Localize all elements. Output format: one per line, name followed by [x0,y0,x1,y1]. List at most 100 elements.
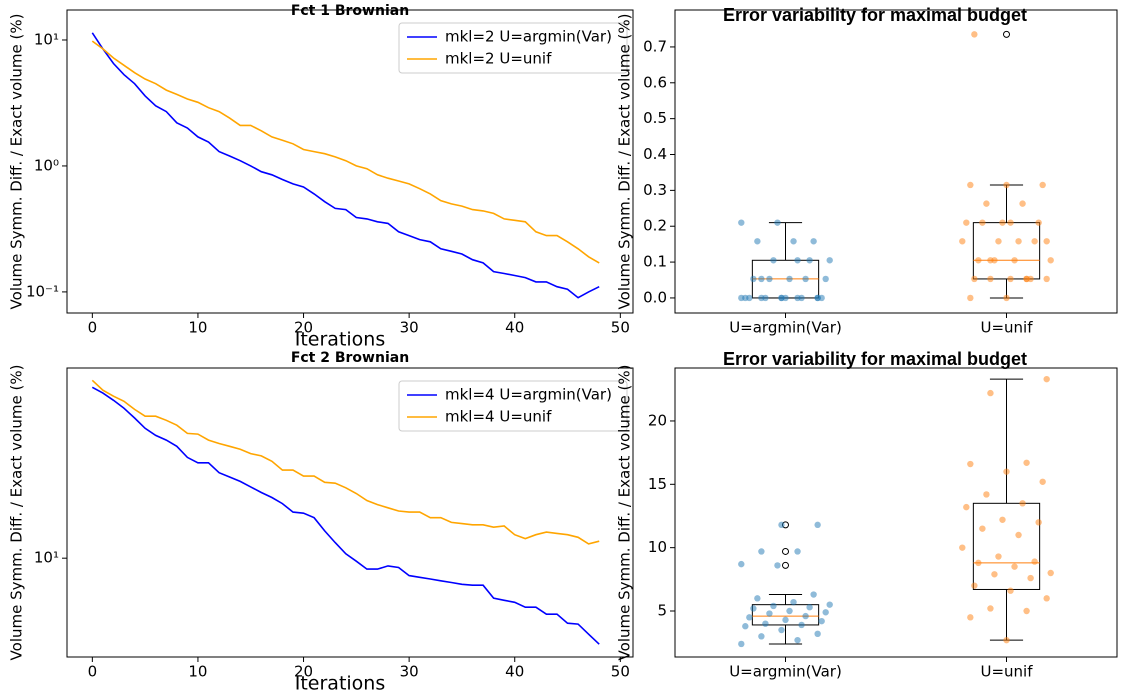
y-axis-label: Volume Symm. Diff. / Exact volume (%) [8,365,26,661]
jitter-point [814,630,821,638]
jitter-point [1003,468,1010,475]
jitter-point [746,614,753,621]
axes-frame [674,9,1118,314]
legend-label: mkl=2 U=argmin(Var) [445,28,612,46]
jitter-point [991,571,998,578]
jitter-point [1019,200,1026,207]
line-series [91,32,600,299]
jitter-point [1007,275,1014,283]
jitter-point [1003,636,1010,644]
y-tick-label: 10⁻¹ [26,282,59,300]
line-series [91,386,600,645]
jitter-point [798,621,805,629]
jitter-point [750,605,757,612]
jitter-point [806,257,813,264]
jitter-point [1011,563,1018,570]
legend-box [398,380,628,432]
jitter-point [1011,257,1018,264]
y-tick-label: 10⁰ [34,156,59,174]
x-tick-label: 10 [188,319,207,337]
x-tick-label: U=unif [980,663,1033,681]
jitter-point [975,257,982,264]
jitter-point [1047,569,1054,577]
y-tick-label: 15 [648,475,667,493]
jitter-point [794,636,801,644]
flier [1003,30,1010,38]
y-tick-label: 0.7 [643,37,667,55]
jitter-point [822,275,829,283]
y-tick-label: 0.0 [643,288,667,306]
x-tick-label: U=unif [980,319,1033,337]
x-tick-label: U=argmin(Var) [729,663,842,681]
jitter-point [1035,219,1042,226]
legend-box [398,22,628,74]
jitter-point [959,544,966,551]
jitter-point [1019,500,1026,507]
jitter-point [971,275,978,283]
box [972,502,1041,590]
jitter-point [1003,294,1010,302]
x-axis-label: Iterations [295,673,386,691]
jitter-point [750,275,757,283]
y-tick-label: 10 [648,538,667,556]
jitter-point [995,553,1002,560]
jitter-point [983,491,990,498]
jitter-point [1035,519,1042,526]
y-tick-label: 0.5 [643,109,667,127]
jitter-point [987,605,994,612]
panel: Error variability for maximal budget Volu… [616,5,1118,337]
jitter-point [1003,181,1010,189]
line-series [91,40,600,264]
axes-frame [66,367,634,658]
jitter-point [790,598,797,606]
jitter-point [1039,181,1046,189]
chart-title: Error variability for maximal budget [723,349,1027,369]
jitter-point [967,181,974,189]
jitter-point [1027,574,1034,582]
jitter-point [967,614,974,621]
jitter-point [971,31,978,38]
jitter-point [762,620,769,627]
line-series [91,379,600,545]
y-tick-label: 0.2 [643,217,667,235]
jitter-point [1043,375,1050,383]
x-tick-label: 20 [294,663,313,681]
jitter-point [766,610,773,617]
jitter-point [774,562,781,569]
box [972,222,1041,280]
x-axis-label: Iterations [295,329,386,351]
axes-frame [66,9,634,314]
jitter-point [822,609,829,616]
jitter-point [826,257,833,264]
jitter-point [1023,459,1030,466]
y-tick-label: 10¹ [34,549,59,567]
jitter-point [786,275,793,283]
jitter-point [786,607,793,615]
chart-title: Fct 2 Brownian [291,350,409,366]
jitter-point [818,617,825,625]
jitter-point [1043,275,1050,283]
jitter-point [1015,238,1022,245]
x-tick-label: 30 [400,663,419,681]
legend-label: mkl=4 U=unif [445,408,552,426]
jitter-point [814,294,821,302]
y-tick-label: 20 [648,411,667,429]
jitter-point [1015,531,1022,539]
x-tick-label: U=argmin(Var) [729,319,842,337]
jitter-point [983,200,990,207]
jitter-point [1043,595,1050,602]
jitter-point [738,560,745,568]
jitter-point [995,238,1002,245]
jitter-point [1007,219,1014,226]
jitter-point [778,626,785,634]
x-tick-label: 50 [611,319,630,337]
jitter-point [826,601,833,608]
chart-title: Fct 1 Brownian [291,3,409,19]
jitter-point [1031,558,1038,565]
jitter-point [1047,257,1054,264]
legend-label: mkl=2 U=unif [445,50,552,68]
y-tick-label: 0.4 [643,145,667,163]
jitter-point [778,521,785,529]
jitter-point [762,294,769,302]
jitter-point [810,591,817,598]
